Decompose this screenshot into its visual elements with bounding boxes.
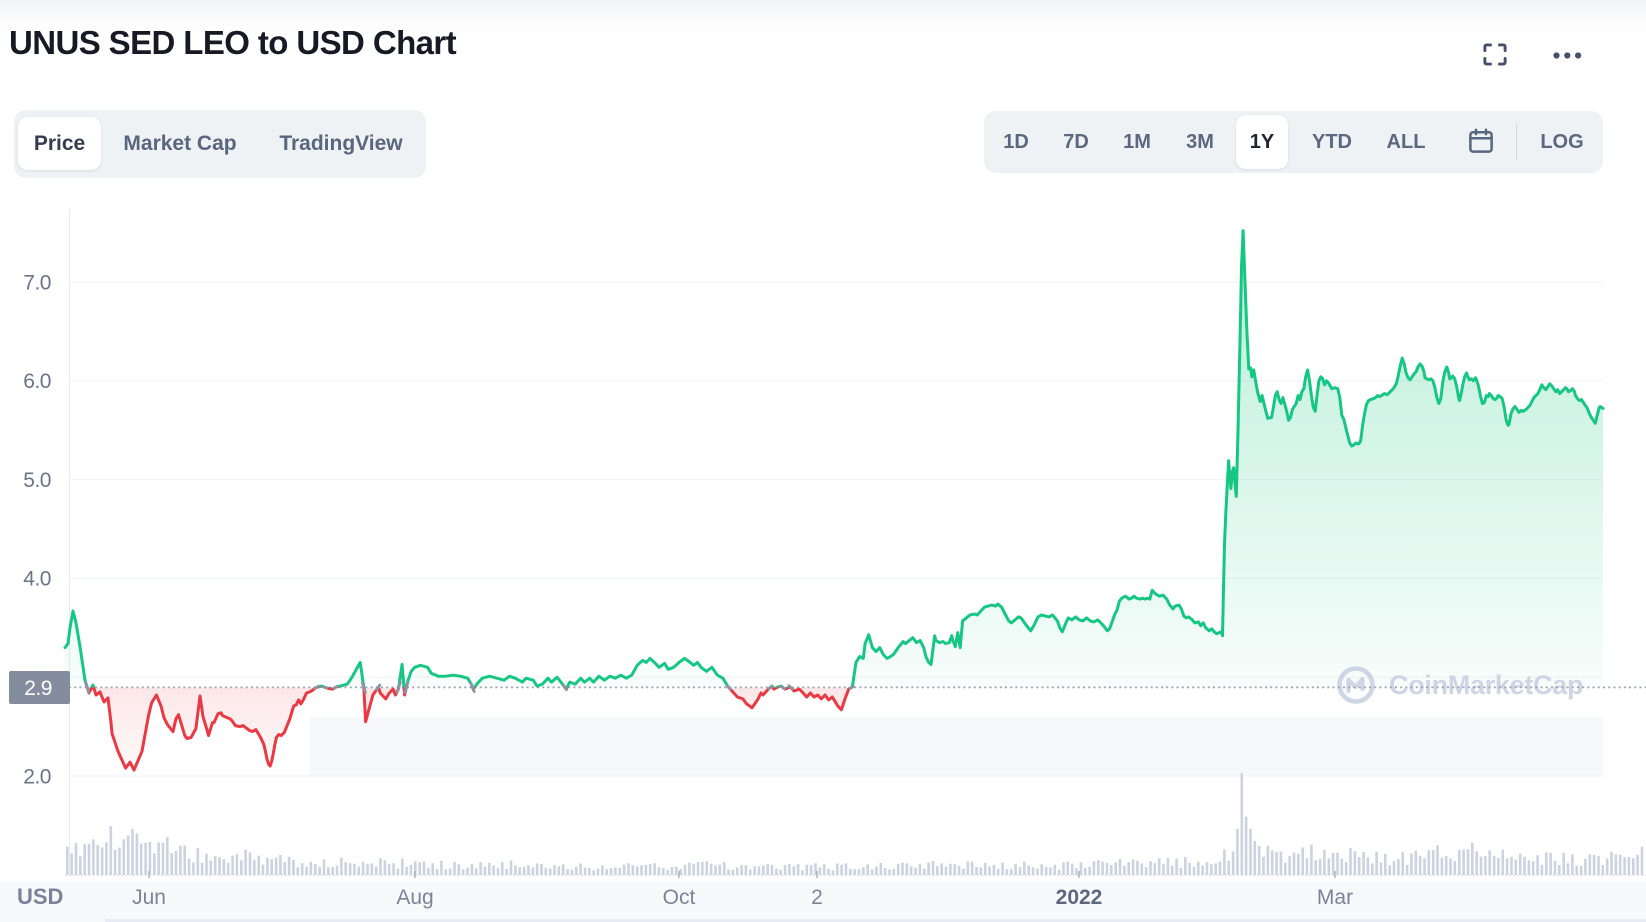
svg-text:2.0: 2.0 xyxy=(23,765,51,788)
svg-text:CoinMarketCap: CoinMarketCap xyxy=(1389,670,1583,700)
svg-text:Mar: Mar xyxy=(1317,886,1353,909)
svg-text:7.0: 7.0 xyxy=(23,271,51,294)
svg-text:Oct: Oct xyxy=(663,886,696,909)
svg-text:Jun: Jun xyxy=(132,886,166,909)
svg-text:5.0: 5.0 xyxy=(23,469,51,492)
svg-text:2022: 2022 xyxy=(1056,886,1103,909)
svg-text:USD: USD xyxy=(17,884,63,909)
svg-text:4.0: 4.0 xyxy=(23,568,51,591)
svg-text:2: 2 xyxy=(811,886,823,909)
svg-text:Aug: Aug xyxy=(396,886,433,909)
svg-text:2.9: 2.9 xyxy=(24,677,52,700)
svg-text:6.0: 6.0 xyxy=(23,370,51,393)
